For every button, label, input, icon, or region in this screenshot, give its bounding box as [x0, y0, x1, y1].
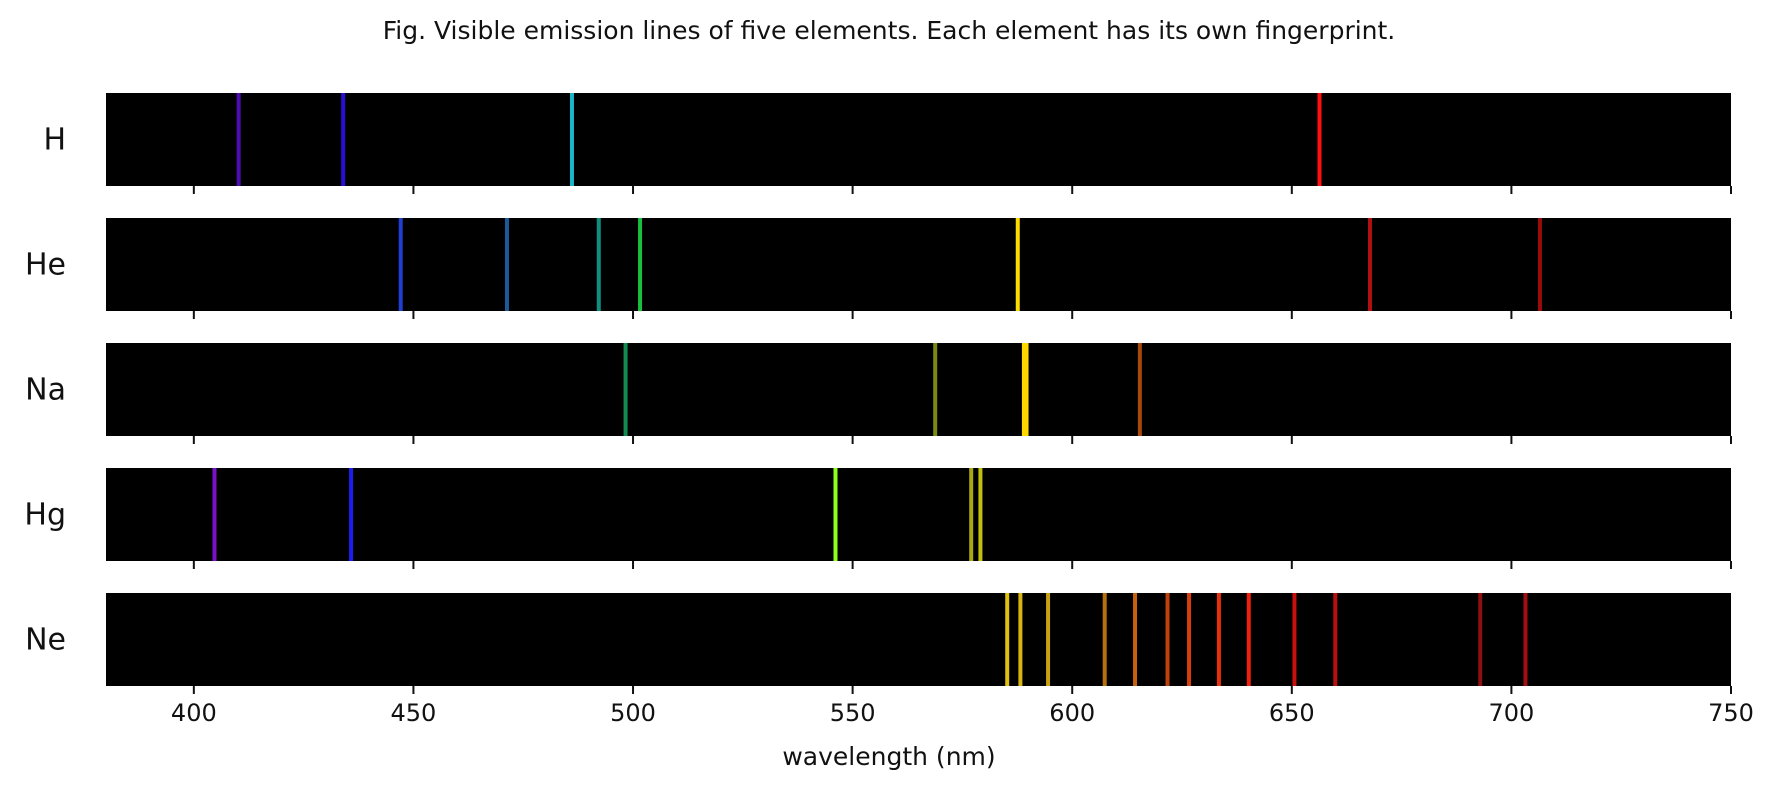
- x-tick-label: 500: [610, 699, 656, 727]
- element-label: He: [25, 248, 66, 283]
- x-tick-label: 450: [391, 699, 437, 727]
- spectrum-panel-na: Na: [25, 343, 1732, 444]
- x-tick-label: 700: [1488, 699, 1534, 727]
- x-axis-label: wavelength (nm): [782, 742, 996, 771]
- x-tick-label: 750: [1708, 699, 1754, 727]
- spectrum-panel-ne: Ne 400 450 500 550 600 650 700 750: [25, 593, 1754, 727]
- element-label: Hg: [24, 498, 66, 533]
- spectrum-background: [106, 468, 1731, 561]
- x-tick-label: 600: [1049, 699, 1095, 727]
- spectrum-background: [106, 593, 1731, 686]
- spectrum-panel-hg: Hg: [24, 468, 1732, 569]
- spectrum-background: [106, 218, 1731, 311]
- x-tick-label: 400: [171, 699, 217, 727]
- spectrum-panel-h: H: [43, 93, 1732, 194]
- spectrum-background: [106, 343, 1731, 436]
- element-label: H: [43, 123, 66, 158]
- x-tick-label: 650: [1269, 699, 1315, 727]
- element-label: Ne: [25, 623, 66, 658]
- chart-title: Fig. Visible emission lines of five elem…: [382, 16, 1396, 45]
- element-label: Na: [25, 373, 66, 408]
- spectrum-panel-he: He: [25, 218, 1732, 319]
- spectrum-background: [106, 93, 1731, 186]
- x-tick-label: 550: [830, 699, 876, 727]
